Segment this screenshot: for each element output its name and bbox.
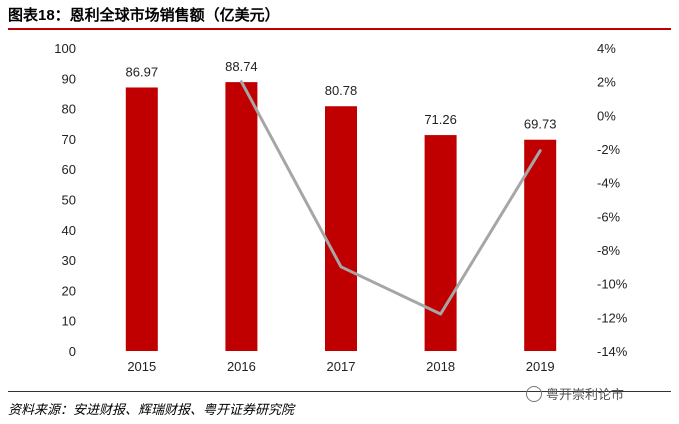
bar	[225, 82, 258, 351]
right-tick-label: -8%	[597, 243, 621, 258]
x-tick-label: 2018	[426, 359, 455, 374]
watermark-text: 粤开崇利论市	[546, 387, 625, 402]
watermark: 粤开崇利论市	[526, 384, 624, 403]
x-tick-label: 2019	[526, 359, 555, 374]
wechat-icon	[526, 385, 542, 402]
bar	[125, 87, 158, 351]
bar-data-label: 88.74	[225, 59, 258, 74]
left-axis-ticks: 0 10 20 30 40 50 60 70 80 90 100	[54, 41, 76, 359]
growth-line	[239, 80, 542, 316]
left-tick-label: 30	[62, 253, 76, 268]
right-tick-label: 4%	[597, 41, 616, 56]
left-tick-label: 50	[62, 193, 76, 208]
bar	[524, 139, 557, 351]
bar	[325, 106, 357, 351]
right-tick-label: -12%	[597, 310, 628, 325]
left-tick-label: 70	[62, 132, 76, 147]
right-axis-ticks: -14% -12% -10% -8% -6% -4% -2% 0% 2% 4%	[597, 41, 628, 359]
x-tick-label: 2016	[227, 359, 256, 374]
bar-data-label: 86.97	[126, 64, 159, 79]
right-tick-label: -14%	[597, 344, 628, 359]
left-tick-label: 100	[54, 41, 76, 56]
left-tick-label: 40	[62, 223, 76, 238]
x-tick-label: 2017	[327, 359, 356, 374]
x-axis-ticks: 2015 2016 2017 2018 2019	[127, 359, 554, 374]
right-tick-label: -4%	[597, 176, 621, 191]
title-rule	[8, 28, 671, 30]
left-tick-label: 90	[62, 71, 76, 86]
right-tick-label: 2%	[597, 75, 616, 90]
left-tick-label: 60	[62, 162, 76, 177]
bar-data-label: 69.73	[524, 117, 557, 132]
left-tick-label: 10	[62, 314, 76, 329]
bars	[125, 82, 557, 351]
left-tick-label: 20	[62, 283, 76, 298]
right-tick-label: 0%	[597, 108, 616, 123]
source-rule	[8, 391, 671, 392]
right-tick-label: -6%	[597, 209, 621, 224]
bar-data-label: 71.26	[424, 112, 457, 127]
right-tick-label: -2%	[597, 142, 621, 157]
right-tick-label: -10%	[597, 277, 628, 292]
growth-line-path	[239, 80, 542, 316]
source-note: 资料来源：安进财报、辉瑞财报、粤开证券研究院	[8, 402, 295, 417]
chart-title: 图表18：恩利全球市场销售额（亿美元）	[8, 7, 280, 24]
left-tick-label: 80	[62, 102, 76, 117]
chart: 0 10 20 30 40 50 60 70 80 90 100 -14% -12% -10% -8% -6…	[54, 41, 628, 374]
bar	[424, 135, 457, 351]
bar-data-label: 80.78	[325, 83, 358, 98]
bar-data-labels: 86.97 88.74 80.78 71.26 69.73	[126, 59, 557, 132]
left-tick-label: 0	[69, 344, 76, 359]
x-tick-label: 2015	[127, 359, 156, 374]
